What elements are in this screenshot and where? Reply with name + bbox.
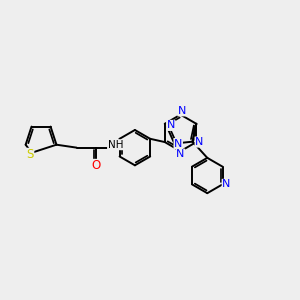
Text: N: N <box>176 149 185 159</box>
Text: N: N <box>174 139 182 148</box>
Text: O: O <box>91 159 100 172</box>
Text: S: S <box>26 148 34 161</box>
Text: N: N <box>167 120 175 130</box>
Text: N: N <box>195 137 203 147</box>
Text: N: N <box>178 106 186 116</box>
Text: NH: NH <box>108 140 123 150</box>
Text: N: N <box>222 179 231 189</box>
